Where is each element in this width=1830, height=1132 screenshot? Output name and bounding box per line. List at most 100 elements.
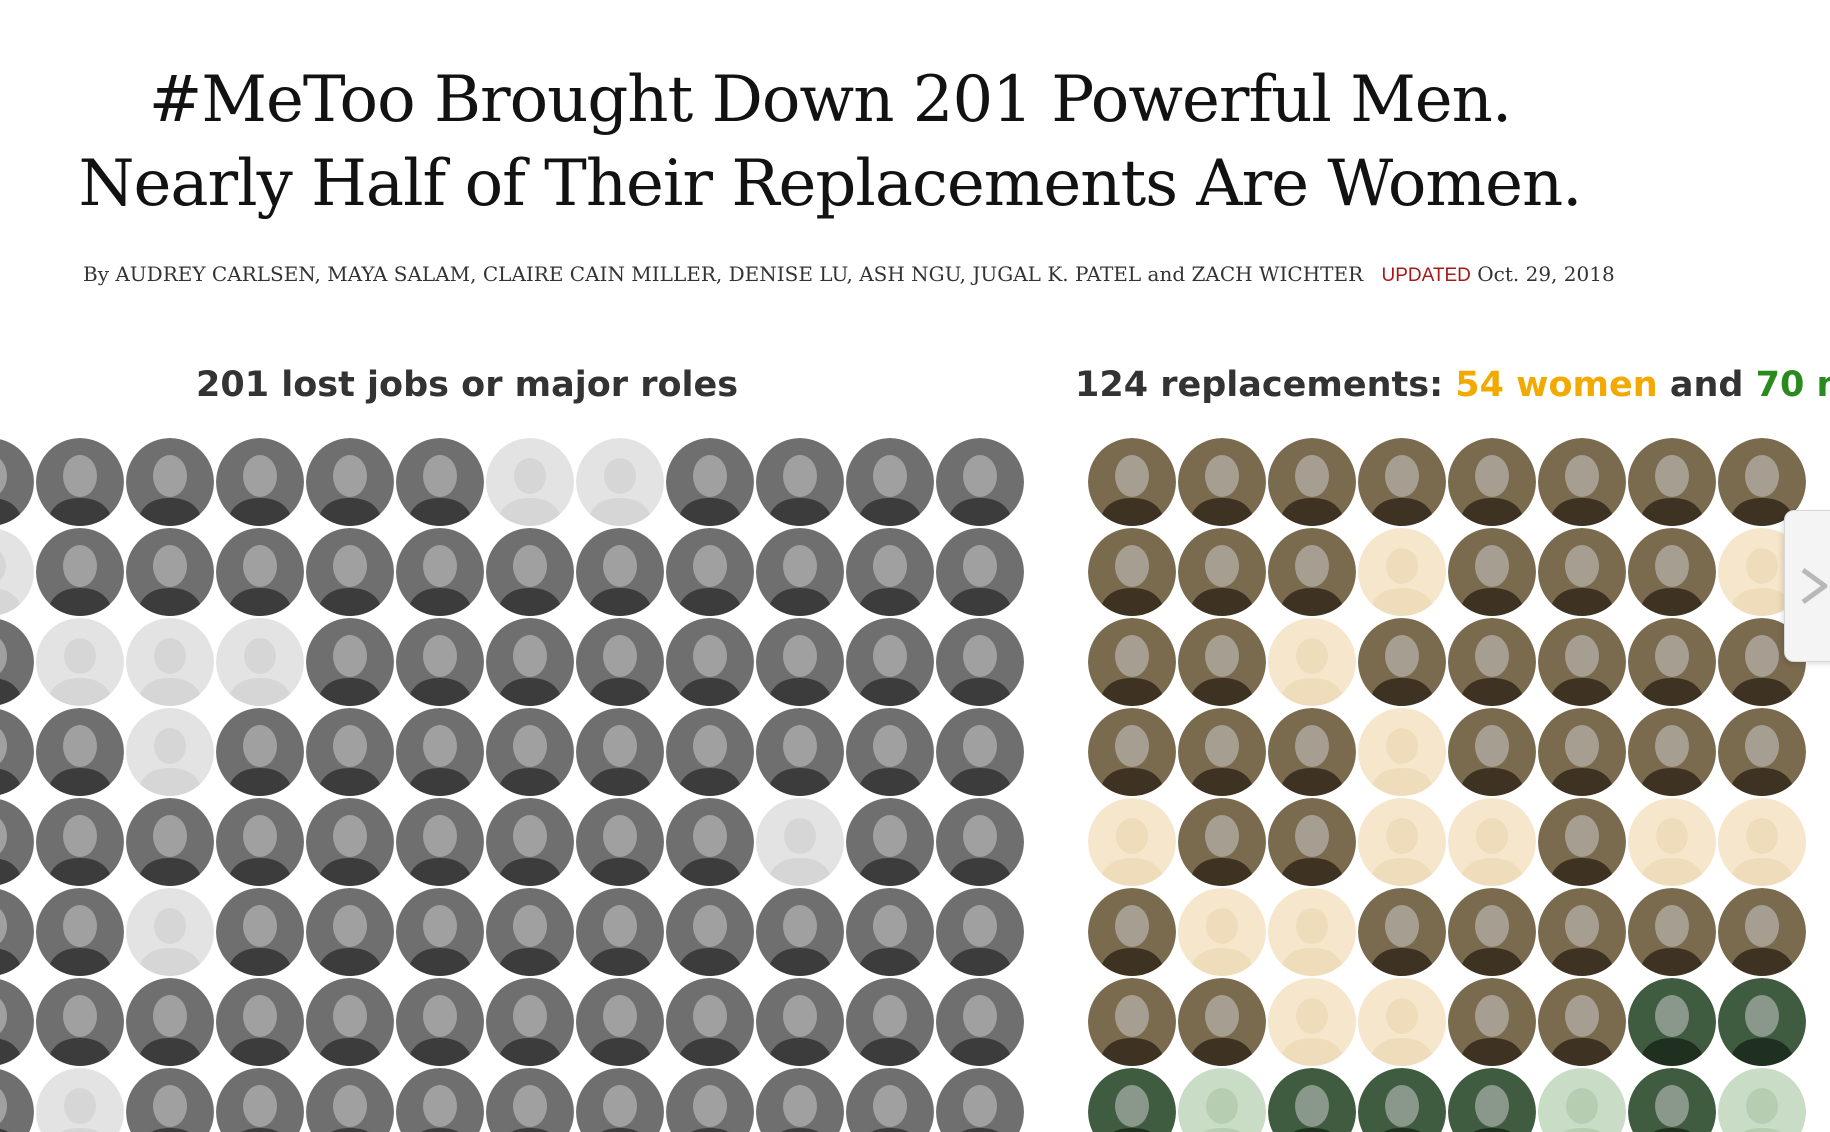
lost-job-photo[interactable]: [126, 1068, 214, 1132]
lost-job-placeholder[interactable]: [36, 618, 124, 706]
lost-job-photo[interactable]: [216, 708, 304, 796]
lost-job-photo[interactable]: [36, 528, 124, 616]
lost-job-photo[interactable]: [756, 618, 844, 706]
lost-job-photo[interactable]: [936, 708, 1024, 796]
lost-job-photo[interactable]: [216, 888, 304, 976]
woman-replacement-photo[interactable]: [1718, 708, 1806, 796]
lost-job-photo[interactable]: [36, 708, 124, 796]
woman-replacement-photo[interactable]: [1538, 618, 1626, 706]
man-replacement-photo[interactable]: [1448, 1068, 1536, 1132]
lost-job-photo[interactable]: [756, 888, 844, 976]
woman-replacement-photo[interactable]: [1358, 888, 1446, 976]
lost-job-photo[interactable]: [216, 798, 304, 886]
woman-replacement-photo[interactable]: [1268, 798, 1356, 886]
lost-job-photo[interactable]: [396, 888, 484, 976]
lost-job-photo[interactable]: [0, 618, 34, 706]
woman-replacement-photo[interactable]: [1088, 438, 1176, 526]
woman-replacement-photo[interactable]: [1178, 618, 1266, 706]
lost-job-placeholder[interactable]: [486, 438, 574, 526]
lost-job-photo[interactable]: [0, 798, 34, 886]
lost-job-photo[interactable]: [846, 798, 934, 886]
man-replacement-placeholder[interactable]: [1718, 1068, 1806, 1132]
lost-job-photo[interactable]: [666, 438, 754, 526]
woman-replacement-photo[interactable]: [1178, 438, 1266, 526]
lost-job-photo[interactable]: [486, 1068, 574, 1132]
lost-job-photo[interactable]: [0, 708, 34, 796]
woman-replacement-photo[interactable]: [1448, 888, 1536, 976]
lost-job-placeholder[interactable]: [216, 618, 304, 706]
woman-replacement-photo[interactable]: [1178, 798, 1266, 886]
lost-job-photo[interactable]: [216, 978, 304, 1066]
woman-replacement-placeholder[interactable]: [1358, 708, 1446, 796]
lost-job-photo[interactable]: [936, 798, 1024, 886]
lost-job-photo[interactable]: [846, 1068, 934, 1132]
woman-replacement-photo[interactable]: [1628, 528, 1716, 616]
lost-job-photo[interactable]: [576, 888, 664, 976]
woman-replacement-photo[interactable]: [1178, 978, 1266, 1066]
woman-replacement-photo[interactable]: [1088, 888, 1176, 976]
lost-job-photo[interactable]: [306, 528, 394, 616]
woman-replacement-photo[interactable]: [1628, 438, 1716, 526]
lost-job-photo[interactable]: [756, 1068, 844, 1132]
lost-job-photo[interactable]: [576, 528, 664, 616]
woman-replacement-photo[interactable]: [1358, 438, 1446, 526]
lost-job-photo[interactable]: [126, 528, 214, 616]
lost-job-photo[interactable]: [306, 618, 394, 706]
lost-job-photo[interactable]: [486, 798, 574, 886]
woman-replacement-photo[interactable]: [1538, 438, 1626, 526]
woman-replacement-photo[interactable]: [1628, 888, 1716, 976]
woman-replacement-photo[interactable]: [1628, 708, 1716, 796]
lost-job-photo[interactable]: [306, 1068, 394, 1132]
lost-job-photo[interactable]: [126, 978, 214, 1066]
lost-job-photo[interactable]: [0, 1068, 34, 1132]
lost-job-photo[interactable]: [36, 798, 124, 886]
woman-replacement-photo[interactable]: [1448, 528, 1536, 616]
woman-replacement-placeholder[interactable]: [1088, 798, 1176, 886]
lost-job-photo[interactable]: [666, 618, 754, 706]
lost-job-photo[interactable]: [396, 528, 484, 616]
lost-job-photo[interactable]: [846, 888, 934, 976]
woman-replacement-placeholder[interactable]: [1178, 888, 1266, 976]
lost-job-photo[interactable]: [0, 978, 34, 1066]
woman-replacement-photo[interactable]: [1538, 708, 1626, 796]
man-replacement-photo[interactable]: [1718, 978, 1806, 1066]
woman-replacement-placeholder[interactable]: [1268, 978, 1356, 1066]
lost-job-photo[interactable]: [126, 798, 214, 886]
man-replacement-photo[interactable]: [1268, 1068, 1356, 1132]
woman-replacement-photo[interactable]: [1448, 618, 1536, 706]
woman-replacement-photo[interactable]: [1538, 528, 1626, 616]
lost-job-photo[interactable]: [36, 438, 124, 526]
man-replacement-placeholder[interactable]: [1538, 1068, 1626, 1132]
lost-job-photo[interactable]: [396, 978, 484, 1066]
woman-replacement-photo[interactable]: [1448, 708, 1536, 796]
woman-replacement-photo[interactable]: [1538, 978, 1626, 1066]
woman-replacement-photo[interactable]: [1088, 708, 1176, 796]
lost-job-photo[interactable]: [666, 888, 754, 976]
lost-job-photo[interactable]: [396, 798, 484, 886]
lost-job-photo[interactable]: [486, 528, 574, 616]
lost-job-placeholder[interactable]: [576, 438, 664, 526]
lost-job-photo[interactable]: [306, 888, 394, 976]
man-replacement-photo[interactable]: [1358, 1068, 1446, 1132]
lost-job-photo[interactable]: [936, 1068, 1024, 1132]
woman-replacement-photo[interactable]: [1718, 438, 1806, 526]
lost-job-photo[interactable]: [666, 798, 754, 886]
woman-replacement-photo[interactable]: [1178, 708, 1266, 796]
woman-replacement-placeholder[interactable]: [1448, 798, 1536, 886]
lost-job-photo[interactable]: [36, 978, 124, 1066]
lost-job-photo[interactable]: [486, 978, 574, 1066]
woman-replacement-photo[interactable]: [1088, 618, 1176, 706]
lost-job-photo[interactable]: [846, 438, 934, 526]
lost-job-photo[interactable]: [936, 528, 1024, 616]
lost-job-photo[interactable]: [576, 978, 664, 1066]
lost-job-photo[interactable]: [936, 978, 1024, 1066]
lost-job-photo[interactable]: [0, 438, 34, 526]
lost-job-photo[interactable]: [756, 708, 844, 796]
woman-replacement-photo[interactable]: [1178, 528, 1266, 616]
woman-replacement-photo[interactable]: [1718, 888, 1806, 976]
woman-replacement-photo[interactable]: [1268, 438, 1356, 526]
lost-job-photo[interactable]: [486, 888, 574, 976]
lost-job-photo[interactable]: [306, 708, 394, 796]
lost-job-photo[interactable]: [666, 1068, 754, 1132]
woman-replacement-placeholder[interactable]: [1268, 888, 1356, 976]
